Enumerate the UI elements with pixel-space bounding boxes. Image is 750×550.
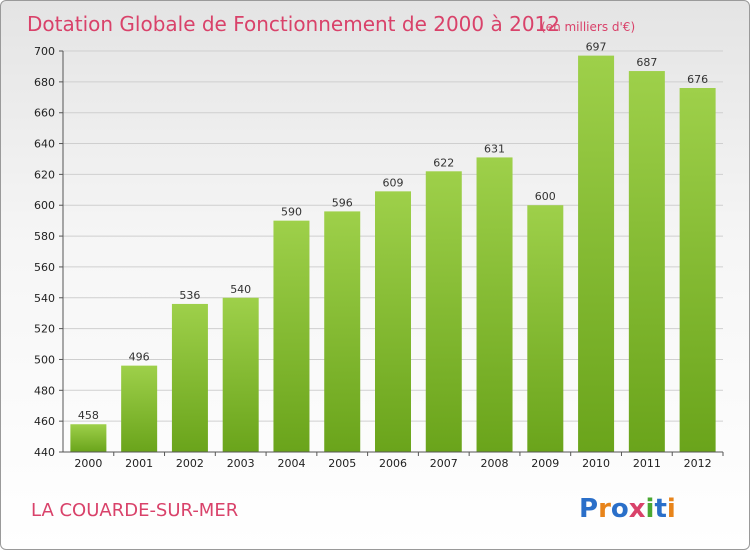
axes: 440 460 480 500 520 540 560 580 600 620 640 660 680 7… xyxy=(34,45,724,470)
logo-letter: r xyxy=(598,494,611,524)
chart-title: Dotation Globale de Fonctionnement de 20… xyxy=(27,12,560,36)
logo-letter: P xyxy=(579,494,598,524)
bar-value-label: 536 xyxy=(179,289,200,302)
y-tick-label: 600 xyxy=(34,199,55,212)
x-tick-label: 2010 xyxy=(582,457,610,470)
y-tick-label: 640 xyxy=(34,138,55,151)
x-tick-label: 2004 xyxy=(277,457,305,470)
y-tick-label: 440 xyxy=(34,446,55,459)
bar xyxy=(578,55,615,452)
bar xyxy=(679,88,716,452)
y-tick-label: 620 xyxy=(34,168,55,181)
bar-value-label: 590 xyxy=(281,206,302,219)
x-tick-label: 2002 xyxy=(176,457,204,470)
bar xyxy=(628,71,665,453)
y-tick-label: 500 xyxy=(34,353,55,366)
bar-value-label: 496 xyxy=(129,351,150,364)
bar xyxy=(121,365,158,452)
logo-letter: x xyxy=(629,494,646,524)
commune-name: LA COUARDE-SUR-MER xyxy=(31,500,238,521)
bar-value-label: 631 xyxy=(484,142,505,155)
x-tick-label: 2003 xyxy=(227,457,255,470)
bar-value-label: 540 xyxy=(230,283,251,296)
y-tick-label: 580 xyxy=(34,230,55,243)
bar xyxy=(273,220,310,452)
x-tick-label: 2009 xyxy=(531,457,559,470)
bar-value-label: 609 xyxy=(383,176,404,189)
bar-series: 458 496 536 540 590 596 609 622 631 600 697 687 676 xyxy=(70,41,716,453)
y-tick-label: 660 xyxy=(34,107,55,120)
x-tick-label: 2007 xyxy=(430,457,458,470)
y-tick-label: 480 xyxy=(34,384,55,397)
bar xyxy=(425,171,462,453)
x-tick-label: 2006 xyxy=(379,457,407,470)
y-tick-label: 560 xyxy=(34,261,55,274)
bar-value-label: 596 xyxy=(332,196,353,209)
logo-letter: t xyxy=(654,494,666,524)
bar xyxy=(171,303,208,452)
bar xyxy=(375,191,411,452)
x-tick-label: 2011 xyxy=(633,457,661,470)
bar-value-label: 622 xyxy=(433,156,454,169)
y-tick-label: 520 xyxy=(34,323,55,336)
bar xyxy=(324,211,361,452)
y-tick-label: 540 xyxy=(34,292,55,305)
proxiti-logo: Proxiti xyxy=(579,494,676,524)
x-tick-label: 2000 xyxy=(74,457,102,470)
bar-value-label: 600 xyxy=(535,190,556,203)
bar-value-label: 676 xyxy=(687,73,708,86)
bar xyxy=(70,424,107,452)
y-tick-label: 460 xyxy=(34,415,55,428)
y-tick-label: 680 xyxy=(34,76,55,89)
logo-letter: i xyxy=(667,494,676,524)
bar xyxy=(222,297,259,452)
chart-unit: (en milliers d'€) xyxy=(541,20,635,34)
bar-value-label: 458 xyxy=(78,409,99,422)
bar-value-label: 697 xyxy=(586,41,607,54)
bar-value-label: 687 xyxy=(636,56,657,69)
logo-letter: i xyxy=(646,494,655,524)
y-tick-label: 700 xyxy=(34,45,55,58)
x-tick-label: 2005 xyxy=(328,457,356,470)
x-tick-label: 2001 xyxy=(125,457,153,470)
bar xyxy=(527,205,564,452)
x-tick-label: 2012 xyxy=(684,457,712,470)
logo-letter: o xyxy=(611,494,629,524)
bar xyxy=(476,157,513,452)
x-tick-label: 2008 xyxy=(481,457,509,470)
